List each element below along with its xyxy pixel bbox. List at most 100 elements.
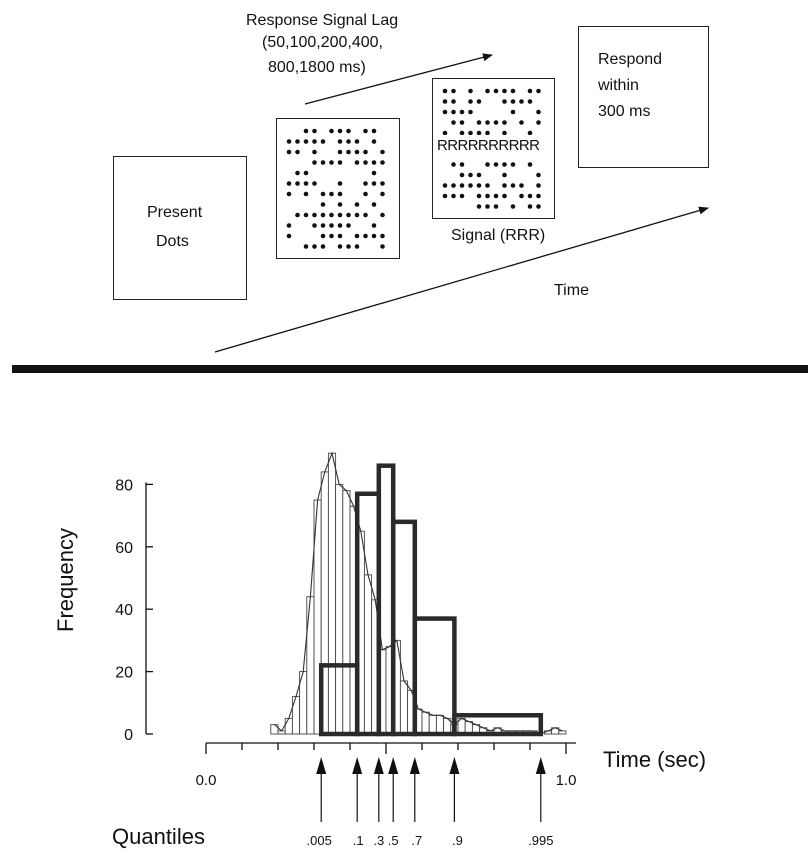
dot: [451, 120, 456, 125]
dot: [510, 204, 516, 209]
lag-values-line2: 800,1800 ms): [268, 59, 366, 76]
quantile-arrowhead: [352, 757, 363, 774]
dot: [502, 120, 507, 125]
quantile-label: .3: [373, 833, 384, 848]
dot: [451, 109, 456, 115]
dot: [363, 128, 368, 134]
quantile-arrowhead: [449, 757, 460, 774]
dot: [363, 160, 368, 165]
histogram-bar: [399, 680, 409, 735]
dot: [485, 120, 490, 125]
quantile-arrowhead: [388, 757, 399, 774]
time-arrow: [214, 206, 709, 353]
dot: [380, 160, 385, 165]
dot: [329, 223, 334, 228]
dot: [312, 223, 317, 228]
dot: [493, 193, 499, 199]
dot: [502, 99, 507, 104]
dot: [303, 191, 309, 197]
dot: [312, 181, 317, 186]
dot: [536, 204, 541, 209]
dot: [451, 99, 456, 104]
dot: [371, 160, 377, 165]
dot: [442, 183, 448, 188]
dot: [493, 162, 499, 167]
quantile-arrowhead: [373, 757, 384, 774]
dot: [337, 128, 343, 134]
dot: [459, 172, 465, 178]
dot: [371, 170, 377, 176]
dot: [502, 162, 507, 167]
dot: [451, 193, 456, 199]
lag-title: Response Signal Lag: [246, 12, 399, 29]
dot: [303, 128, 309, 134]
dot: [337, 233, 343, 239]
histogram-bar: [421, 711, 430, 735]
y-tick-label: 20: [115, 665, 133, 682]
respond-box: Respond within 300 ms: [578, 26, 709, 168]
dot: [320, 202, 326, 207]
dot: [371, 128, 377, 134]
dot: [320, 233, 326, 239]
dot: [485, 183, 490, 188]
dot: [485, 204, 490, 209]
dot: [346, 128, 351, 134]
dot: [354, 212, 360, 218]
histogram-bar: [435, 714, 445, 735]
quantile-label: .5: [388, 833, 399, 848]
dot: [312, 160, 317, 165]
dot: [337, 160, 343, 165]
dot: [354, 139, 360, 144]
dot: [459, 120, 465, 125]
dot: [363, 149, 368, 155]
dot: [354, 233, 360, 239]
dot: [451, 88, 456, 94]
quantile-label: .005: [307, 833, 332, 848]
dot: [286, 139, 292, 144]
dot: [286, 149, 292, 155]
dot: [476, 193, 482, 199]
dot: [380, 191, 385, 197]
dot: [459, 193, 465, 199]
dot: [380, 244, 385, 249]
time-label: Time: [554, 282, 589, 299]
dot: [320, 212, 326, 218]
dot: [510, 109, 516, 115]
dot: [485, 193, 490, 199]
dot: [371, 139, 377, 144]
dot: [337, 202, 343, 207]
dot: [380, 233, 385, 239]
density-curve: [274, 451, 563, 735]
dot: [295, 170, 300, 176]
dot-pattern: [286, 128, 385, 249]
dot: [354, 244, 360, 249]
dot: [459, 130, 465, 136]
signal-row: RRRRRRRRRR: [437, 135, 540, 156]
dot: [519, 193, 524, 199]
dot: [519, 183, 524, 188]
dot: [536, 120, 541, 125]
dot: [380, 181, 385, 186]
dot: [329, 233, 334, 239]
dot: [468, 99, 473, 104]
dot: [346, 223, 351, 228]
dot: [451, 183, 456, 188]
quantile-arrowhead: [409, 757, 420, 774]
signal-display-box: RRRRRRRRRR: [432, 78, 555, 219]
quantile-label: .1: [353, 833, 364, 848]
dot: [442, 193, 448, 199]
dot: [476, 204, 482, 209]
dot: [371, 223, 377, 228]
respond-line3: 300 ms: [598, 103, 651, 120]
dot: [510, 99, 516, 104]
y-tick-label: 0: [124, 727, 133, 744]
dot: [303, 170, 309, 176]
present-dots-box: Present Dots: [113, 156, 247, 300]
dot: [354, 202, 360, 207]
histogram-bar: [270, 724, 279, 735]
dot: [286, 233, 292, 239]
x-tick-label: 1.0: [556, 772, 577, 789]
dot: [468, 183, 473, 188]
dot: [502, 88, 507, 94]
